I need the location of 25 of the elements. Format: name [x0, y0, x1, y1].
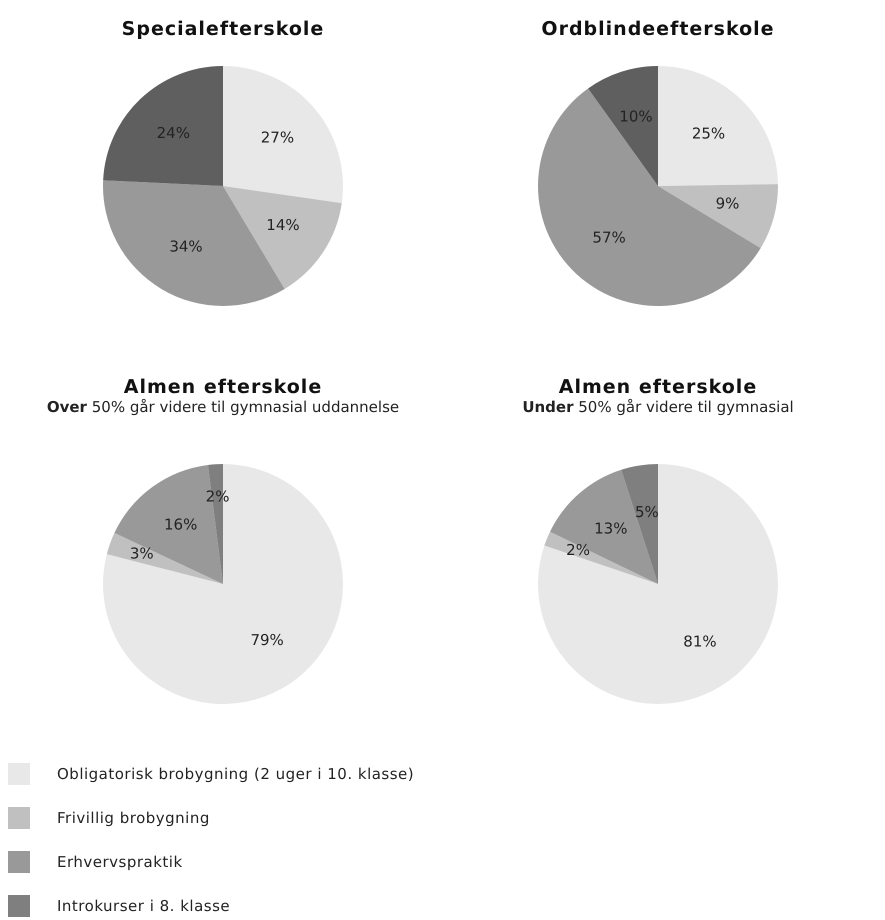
data-label: 16%	[164, 516, 198, 534]
chart-title: Ordblindeefterskole	[540, 18, 776, 40]
data-label: 27%	[260, 128, 294, 147]
legend-label: Frivillig brobygning	[57, 809, 210, 827]
chart-title: Almen efterskole	[122, 376, 324, 398]
data-label: 81%	[683, 632, 717, 650]
data-label: 34%	[169, 238, 203, 256]
legend-label: Obligatorisk brobygning (2 uger i 10. klasse)	[57, 765, 414, 783]
legend-label: Erhvervspraktik	[57, 853, 183, 871]
legend-label: Introkurser i 8. klasse	[57, 897, 230, 915]
data-label: 79%	[250, 630, 284, 649]
data-label: 24%	[156, 124, 190, 142]
data-label: 9%	[716, 194, 740, 213]
data-label: 25%	[692, 124, 726, 143]
chart-subtitle: Under 50% går videre til gymnasial	[522, 398, 794, 416]
data-label: 13%	[594, 520, 628, 538]
chart-title: Almen efterskole	[558, 376, 758, 398]
data-label: 3%	[130, 544, 154, 563]
data-label: 57%	[592, 228, 626, 247]
data-label: 14%	[266, 216, 300, 234]
chart-subtitle: Over 50% går videre til gymnasial uddannelse	[46, 398, 400, 416]
data-label: 5%	[634, 502, 659, 521]
data-label: 2%	[566, 541, 590, 560]
data-label: 10%	[619, 107, 653, 126]
chart-title: Specialefterskole	[120, 18, 326, 40]
